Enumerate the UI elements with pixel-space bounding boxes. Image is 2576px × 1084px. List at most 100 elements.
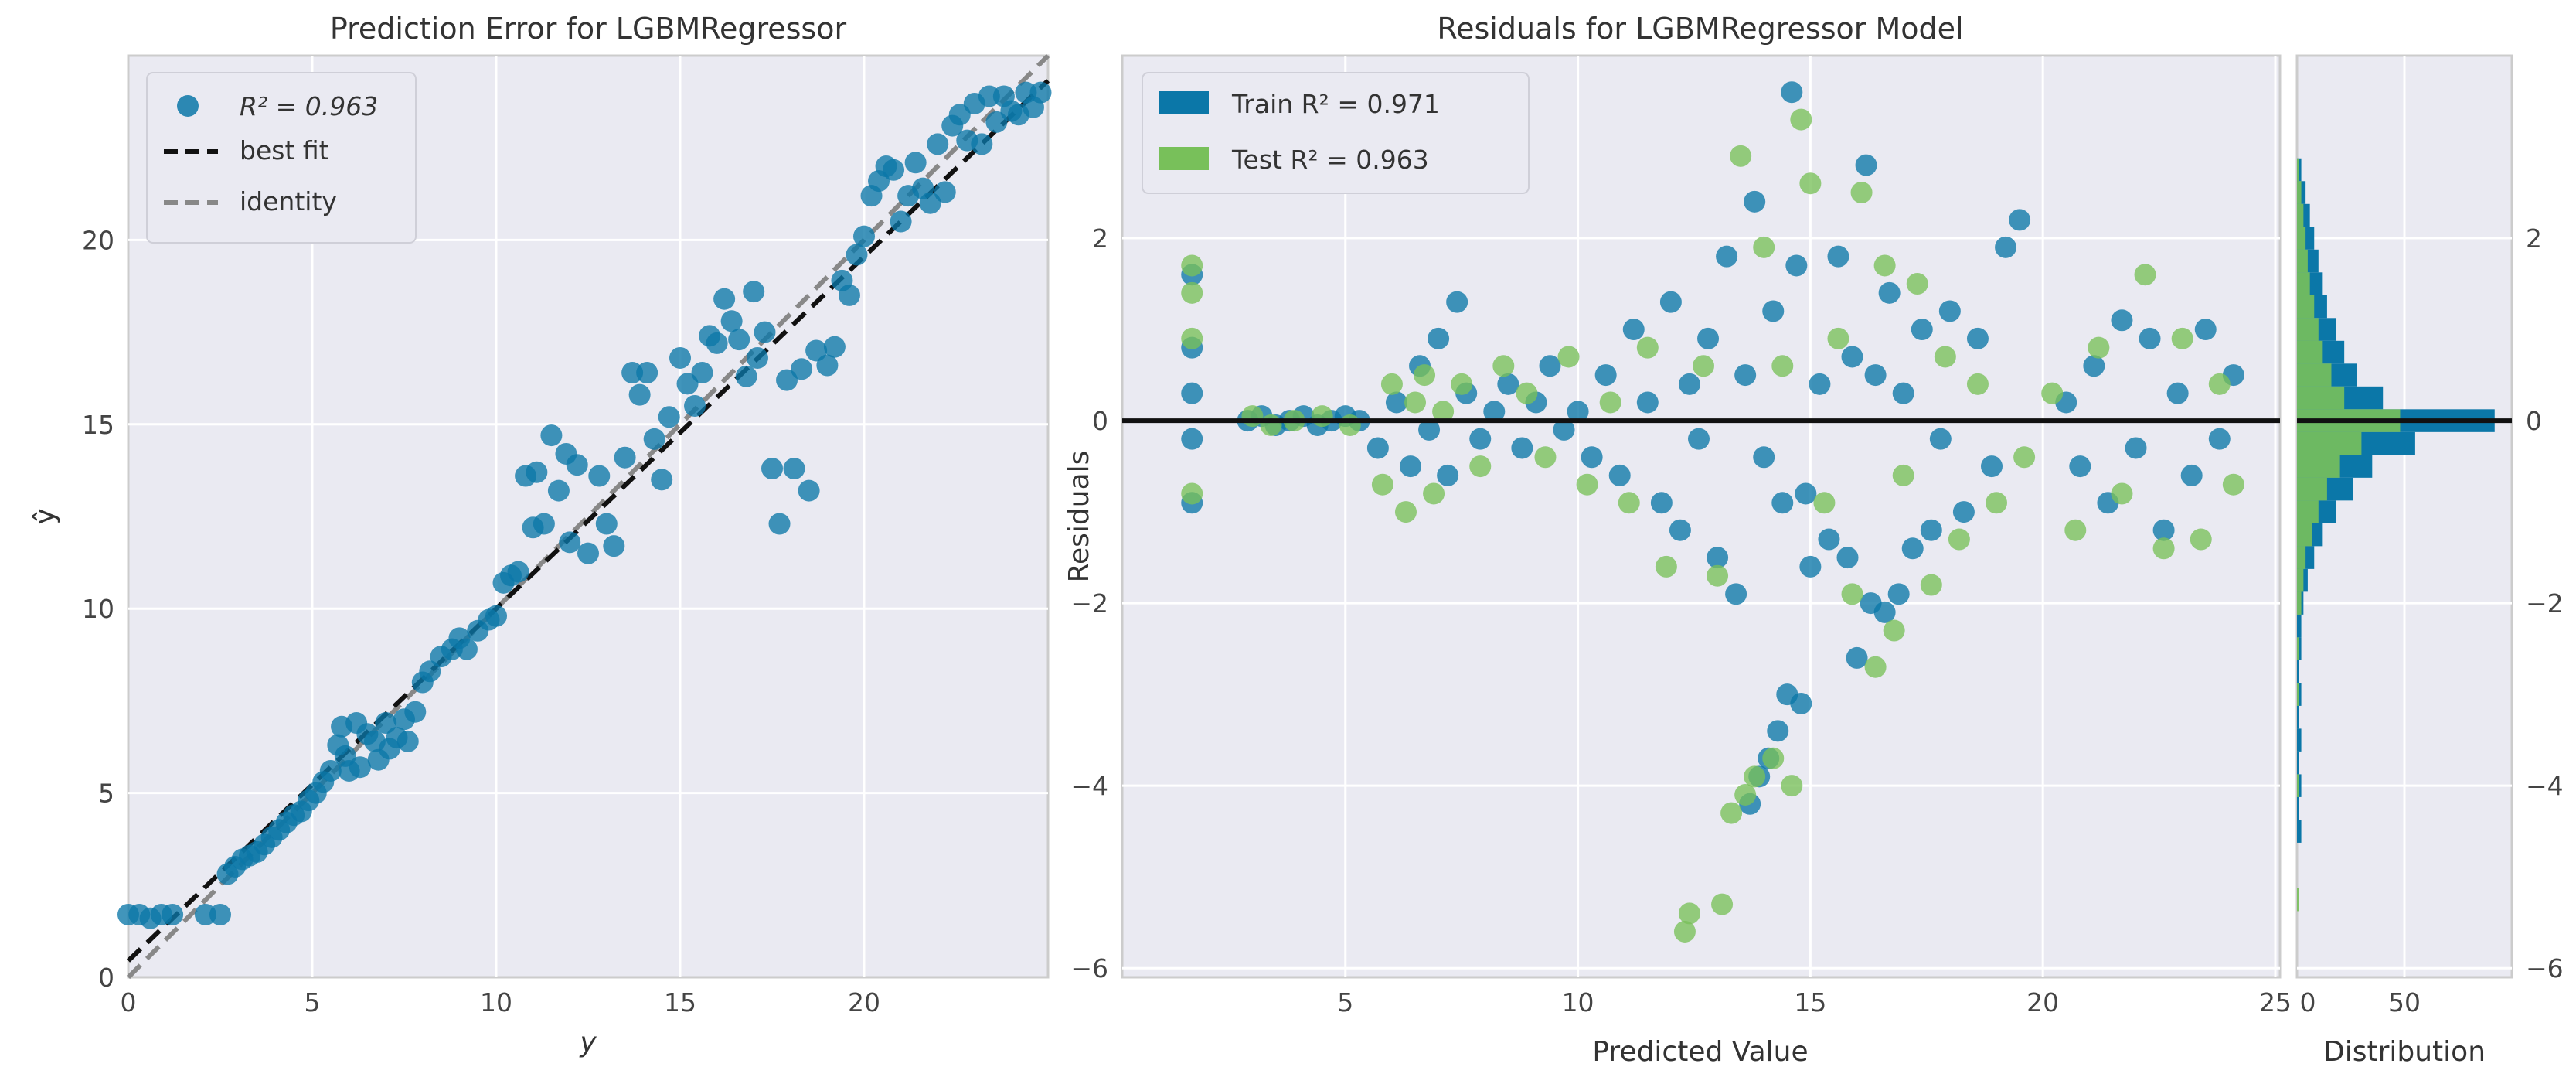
- train-point: [1920, 519, 1942, 541]
- y-tick-label: 20: [82, 225, 114, 255]
- train-point: [1864, 364, 1887, 387]
- test-point: [1730, 145, 1752, 167]
- test-point: [1920, 574, 1942, 596]
- test-bar: [2297, 295, 2315, 319]
- prediction-error-y-label: ŷ: [29, 508, 61, 524]
- train-point: [1809, 373, 1831, 395]
- train-point: [2111, 309, 2133, 332]
- y-tick-label: 0: [98, 963, 114, 993]
- train-point: [1929, 428, 1952, 450]
- data-point: [375, 712, 397, 735]
- train-point: [1966, 327, 1989, 349]
- legend-label-test: Test R² = 0.963: [1231, 145, 1429, 175]
- train-point: [1636, 391, 1659, 414]
- test-point: [1948, 528, 1970, 551]
- data-point: [691, 362, 713, 384]
- test-point: [1790, 108, 1812, 131]
- data-point: [658, 406, 680, 428]
- train-point: [1785, 254, 1808, 277]
- data-point: [768, 513, 791, 535]
- test-bar: [2297, 340, 2323, 364]
- train-point: [2208, 428, 2231, 450]
- train-point: [1938, 300, 1961, 322]
- residuals-title: Residuals for LGBMRegressor Model: [1437, 12, 1963, 46]
- prediction-error-legend: R² = 0.963 best fit identity: [146, 72, 417, 244]
- test-point: [1557, 346, 1580, 368]
- test-point: [1693, 355, 1715, 377]
- train-point: [1622, 319, 1645, 341]
- y-tick-label: 2: [1092, 223, 1108, 254]
- train-point: [1446, 291, 1468, 313]
- train-point: [1795, 482, 1817, 505]
- data-point: [455, 638, 478, 660]
- test-bar: [2297, 568, 2304, 592]
- data-point: [883, 159, 905, 181]
- test-point: [2152, 537, 2175, 560]
- data-point: [823, 336, 846, 358]
- train-point: [2009, 209, 2031, 231]
- test-point: [1841, 583, 1863, 605]
- data-point: [706, 332, 728, 354]
- data-point: [728, 329, 750, 351]
- train-bar: [2297, 705, 2299, 729]
- test-point: [1864, 656, 1887, 678]
- train-point: [1734, 364, 1757, 387]
- test-point: [2134, 264, 2156, 286]
- test-point: [1883, 619, 1905, 642]
- test-point: [1394, 501, 1417, 523]
- data-point: [985, 111, 1008, 133]
- data-point: [559, 531, 581, 554]
- x-tick-label: 15: [664, 987, 696, 1018]
- train-point: [2083, 355, 2105, 377]
- test-point: [1873, 254, 1896, 277]
- test-point: [1720, 802, 1743, 824]
- test-point: [1707, 564, 1729, 587]
- data-point: [761, 458, 783, 480]
- test-point: [1241, 405, 1264, 428]
- train-point: [1539, 355, 1561, 377]
- train-point: [1818, 528, 1840, 551]
- test-point: [1986, 492, 2008, 514]
- train-point: [1697, 327, 1720, 349]
- test-bar: [2297, 181, 2302, 204]
- test-bar: [2297, 477, 2327, 501]
- test-bar: [2297, 386, 2345, 410]
- train-point: [1716, 245, 1738, 268]
- train-point: [1855, 154, 1877, 176]
- train-point: [2069, 455, 2091, 478]
- legend-swatch-train: [1159, 91, 1209, 114]
- data-point: [209, 903, 231, 925]
- y-tick-label: −4: [2526, 771, 2564, 801]
- test-point: [2041, 382, 2064, 404]
- train-point: [2180, 464, 2203, 486]
- test-point: [1451, 373, 1473, 395]
- x-tick-label: 10: [1562, 987, 1594, 1018]
- data-point: [743, 281, 765, 303]
- train-point: [1669, 519, 1691, 541]
- train-bar: [2297, 660, 2299, 683]
- residuals-plot-area: [1121, 54, 2282, 979]
- data-point: [1029, 81, 1052, 104]
- data-point: [713, 288, 736, 310]
- data-point: [651, 469, 673, 491]
- test-point: [1516, 382, 1538, 404]
- train-point: [1428, 327, 1450, 349]
- train-point: [1181, 382, 1203, 404]
- test-point: [1892, 464, 1914, 486]
- test-bar: [2297, 523, 2312, 547]
- train-point: [1483, 401, 1506, 423]
- train-point: [1418, 418, 1441, 441]
- test-point: [1181, 281, 1203, 304]
- train-point: [1650, 492, 1673, 514]
- prediction-error-title: Prediction Error for LGBMRegressor: [330, 12, 847, 46]
- test-point: [2190, 528, 2212, 551]
- train-point: [1887, 583, 1910, 605]
- distribution-grid: [2297, 56, 2512, 977]
- data-point: [948, 104, 971, 126]
- train-point: [1952, 501, 1975, 523]
- train-point: [1687, 428, 1710, 450]
- data-point: [526, 461, 548, 483]
- train-point: [1981, 455, 2003, 478]
- test-point: [1711, 893, 1734, 915]
- legend-frame: [1142, 72, 1530, 194]
